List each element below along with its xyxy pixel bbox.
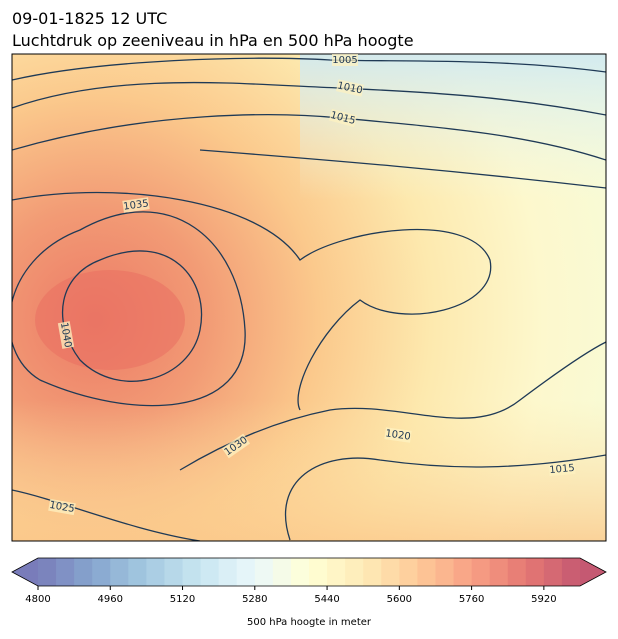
colorbar-band [182, 558, 202, 586]
colorbar-band [417, 558, 436, 586]
contour-label-bg [48, 498, 76, 516]
colorbar-band [543, 558, 563, 586]
contour-label-bg [122, 197, 150, 213]
colorbar-band [381, 558, 400, 586]
colorbar-tick-label: 5280 [242, 594, 267, 605]
contour-label-bg [336, 79, 364, 97]
colorbar-tick-label: 5120 [170, 594, 195, 605]
colorbar-tick-label: 4800 [25, 594, 50, 605]
colorbar-band [327, 558, 346, 586]
contour-label: 1035 [123, 198, 150, 212]
map-frame [11, 53, 607, 542]
colorbar-band [92, 558, 111, 586]
colorbar-band [471, 558, 491, 586]
colorbar-tick-label: 5920 [531, 594, 556, 605]
contour-label: 1015 [549, 463, 575, 476]
colorbar-band [146, 558, 165, 586]
colorbar-band [74, 558, 93, 586]
contour-label-bg [57, 321, 75, 349]
colorbar-band [290, 558, 310, 586]
colorbar-band [561, 558, 581, 586]
colorbar-band [56, 558, 75, 586]
contour-label-bg [328, 108, 358, 128]
colorbar-band [489, 558, 509, 586]
colorbar-band [38, 558, 57, 586]
colorbar-band [200, 558, 220, 586]
contour-label-bg [548, 461, 576, 477]
colorbar-band [218, 558, 238, 586]
colorbar-band [525, 558, 545, 586]
colorbar-band [272, 558, 292, 586]
contour-label: 1025 [48, 500, 75, 515]
colorbar-band [399, 558, 418, 586]
contour-label: 1010 [336, 80, 363, 96]
date: 09-01-1825 12 UTC [12, 9, 167, 28]
contour-label: 1005 [332, 55, 357, 66]
colorbar-extend-high [580, 558, 606, 586]
colorbar-band [507, 558, 527, 586]
colorbar-frame [11, 557, 607, 587]
colorbar-tick-label: 4960 [98, 594, 123, 605]
colorbar-band [236, 558, 256, 586]
contour-label-bg [332, 54, 358, 66]
contour-label-bg [221, 433, 251, 459]
colorbar-band [309, 558, 328, 586]
map [12, 54, 606, 541]
colorbar-band [128, 558, 147, 586]
colorbar-band [254, 558, 274, 586]
colorbar-band [164, 558, 184, 586]
contour-label: 1020 [385, 428, 412, 442]
colorbar-tick-label: 5600 [387, 594, 412, 605]
contour-label: 1040 [58, 322, 73, 349]
colorbar-tick-label: 5760 [459, 594, 484, 605]
colorbar-band [453, 558, 473, 586]
colorbar-tick-label: 5440 [314, 594, 339, 605]
title: Luchtdruk op zeeniveau in hPa en 500 hPa… [12, 31, 414, 50]
colorbar-band [110, 558, 129, 586]
colorbar-label: 500 hPa hoogte in meter [247, 617, 372, 628]
colorbar-band [345, 558, 364, 586]
contour-label-bg [384, 427, 412, 443]
colorbar-extend-low [12, 558, 38, 586]
colorbar-band [363, 558, 382, 586]
colorbar-band [435, 558, 455, 586]
